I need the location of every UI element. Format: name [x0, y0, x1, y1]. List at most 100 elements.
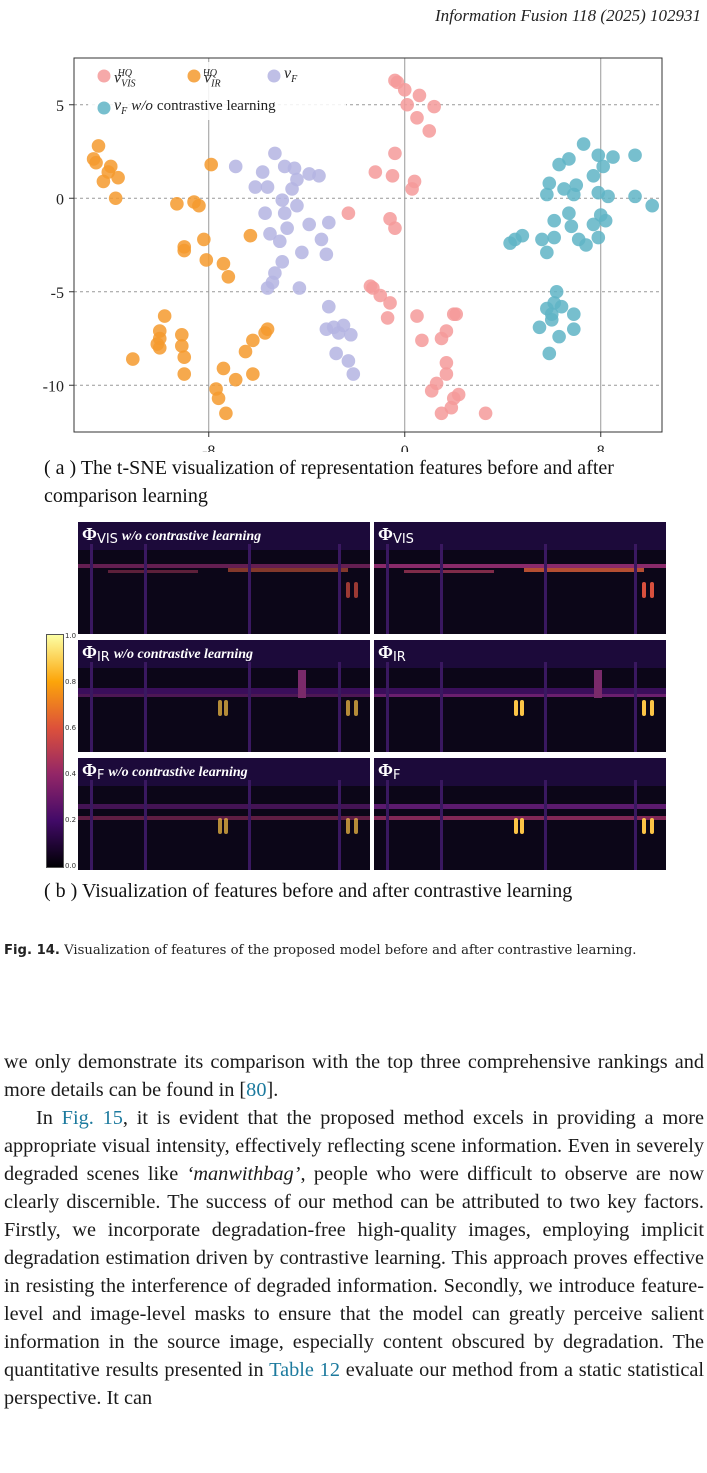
point-vis-19: [383, 296, 397, 310]
phi-symbol: Φ: [82, 524, 97, 544]
point-f-6: [248, 180, 263, 194]
point-nocl-38: [544, 313, 559, 327]
point-f-3: [255, 165, 270, 179]
point-vis-23: [446, 307, 461, 321]
phi-subscript: IR: [96, 650, 110, 665]
point-vis-12: [405, 182, 419, 196]
panel-suffix: w/o contrastive learning: [108, 765, 248, 780]
heatmap-panel-vis: ΦVIS: [374, 522, 666, 634]
point-nocl-2: [562, 152, 576, 166]
heatmap-panel-vis-without-cl: ΦVIS w/o contrastive learning: [78, 522, 370, 634]
point-ir-24: [175, 327, 189, 342]
phi-symbol: Φ: [378, 642, 393, 662]
point-vis-25: [434, 331, 449, 346]
heatmap-label: ΦVIS w/o contrastive learning: [82, 524, 261, 547]
point-vis-35: [478, 406, 493, 421]
fig-15-link[interactable]: Fig. 15: [61, 1107, 123, 1129]
y-tick-label-0: 5: [56, 98, 64, 115]
table-12-link[interactable]: Table 12: [269, 1359, 340, 1381]
colorbar-tick-1: 0.8: [65, 678, 77, 686]
point-vis-8: [388, 146, 402, 161]
point-ir-37: [211, 391, 226, 406]
point-nocl-15: [628, 189, 642, 204]
point-nocl-10: [542, 176, 557, 191]
point-ir-32: [238, 344, 253, 359]
point-nocl-11: [540, 187, 554, 202]
point-vis-20: [380, 311, 395, 325]
point-vis-28: [439, 367, 454, 381]
phi-subscript: F: [96, 768, 105, 783]
point-nocl-4: [596, 159, 610, 174]
point-vis-4: [427, 99, 441, 114]
p2-text-2: , people who were difficult to observe a…: [4, 1163, 704, 1381]
colorbar: [46, 634, 64, 868]
y-tick-label-3: -10: [43, 378, 64, 395]
colorbar-tick-0: 1.0: [65, 632, 77, 640]
point-ir-31: [246, 333, 260, 348]
figure-label: Fig. 14.: [4, 943, 60, 958]
point-nocl-7: [586, 169, 601, 183]
heatmap-label: ΦVIS: [378, 524, 414, 547]
x-tick-label-2: 8: [597, 443, 605, 452]
p2-text-start: In: [36, 1107, 62, 1129]
point-vis-34: [434, 406, 449, 421]
phi-symbol: Φ: [82, 642, 97, 662]
legend-marker-ir: [187, 69, 201, 83]
point-ir-18: [243, 228, 258, 243]
point-ir-12: [197, 232, 211, 247]
panel-suffix: w/o contrastive learning: [121, 529, 262, 544]
point-nocl-31: [515, 228, 530, 243]
scene-name: ‘manwithbag’: [186, 1163, 301, 1185]
point-f-13: [258, 206, 272, 221]
caption-a: ( a ) The t-SNE visualization of represe…: [44, 457, 614, 507]
phi-subscript: F: [392, 768, 401, 783]
point-f-9: [290, 172, 304, 187]
point-ir-5: [111, 170, 125, 185]
phi-subscript: IR: [392, 650, 406, 665]
legend-label-nocl: vF w/o contrastive learning: [114, 97, 276, 118]
point-vis-15: [388, 221, 402, 235]
point-f-34: [329, 346, 343, 361]
phi-symbol: Φ: [378, 524, 393, 544]
point-nocl-16: [645, 198, 659, 213]
y-tick-label-1: 0: [56, 191, 64, 208]
point-ir-26: [177, 350, 192, 365]
phi-subscript: VIS: [392, 532, 414, 547]
heatmap-grid: 1.0 0.8 0.6 0.4 0.2 0.0 ΦVIS w/o contrastive l…: [44, 522, 668, 874]
point-f-10: [312, 169, 326, 183]
point-f-11: [275, 193, 290, 207]
ref-80-link[interactable]: 80: [246, 1079, 267, 1101]
point-vis-13: [341, 206, 356, 221]
legend-label-ir: vIRHQ: [204, 68, 221, 88]
phi-symbol: Φ: [82, 760, 97, 780]
point-f-22: [319, 247, 334, 262]
figure-caption-text: Visualization of features of the propose…: [64, 943, 637, 958]
point-ir-23: [152, 341, 167, 355]
heatmap-panel-ir-without-cl: ΦIR w/o contrastive learning: [78, 640, 370, 752]
point-nocl-18: [547, 213, 561, 228]
point-f-7: [260, 180, 275, 194]
point-nocl-30: [503, 236, 517, 250]
x-tick-label-0: -8: [202, 443, 215, 452]
p2-text-end: evaluate our method from a static statis…: [4, 1359, 704, 1409]
point-f-33: [344, 327, 358, 342]
point-f-14: [277, 206, 292, 221]
point-nocl-22: [564, 219, 579, 234]
point-nocl-42: [542, 346, 557, 361]
point-nocl-37: [567, 307, 581, 321]
legend-marker-f: [267, 69, 281, 83]
legend-marker-nocl: [97, 101, 111, 115]
legend-label-f: vF: [284, 65, 298, 86]
heatmap-label: ΦF: [378, 760, 400, 783]
point-ir-16: [216, 256, 231, 271]
point-ir-10: [192, 198, 206, 213]
point-ir-34: [246, 367, 260, 381]
point-vis-9: [368, 165, 383, 179]
point-f-0: [228, 159, 243, 174]
heatmap-panel-ir: ΦIR: [374, 640, 666, 752]
point-ir-15: [199, 253, 214, 267]
point-ir-17: [221, 269, 236, 284]
point-ir-25: [175, 339, 189, 353]
point-f-18: [322, 215, 336, 230]
heatmap-label: ΦIR w/o contrastive learning: [82, 642, 253, 665]
